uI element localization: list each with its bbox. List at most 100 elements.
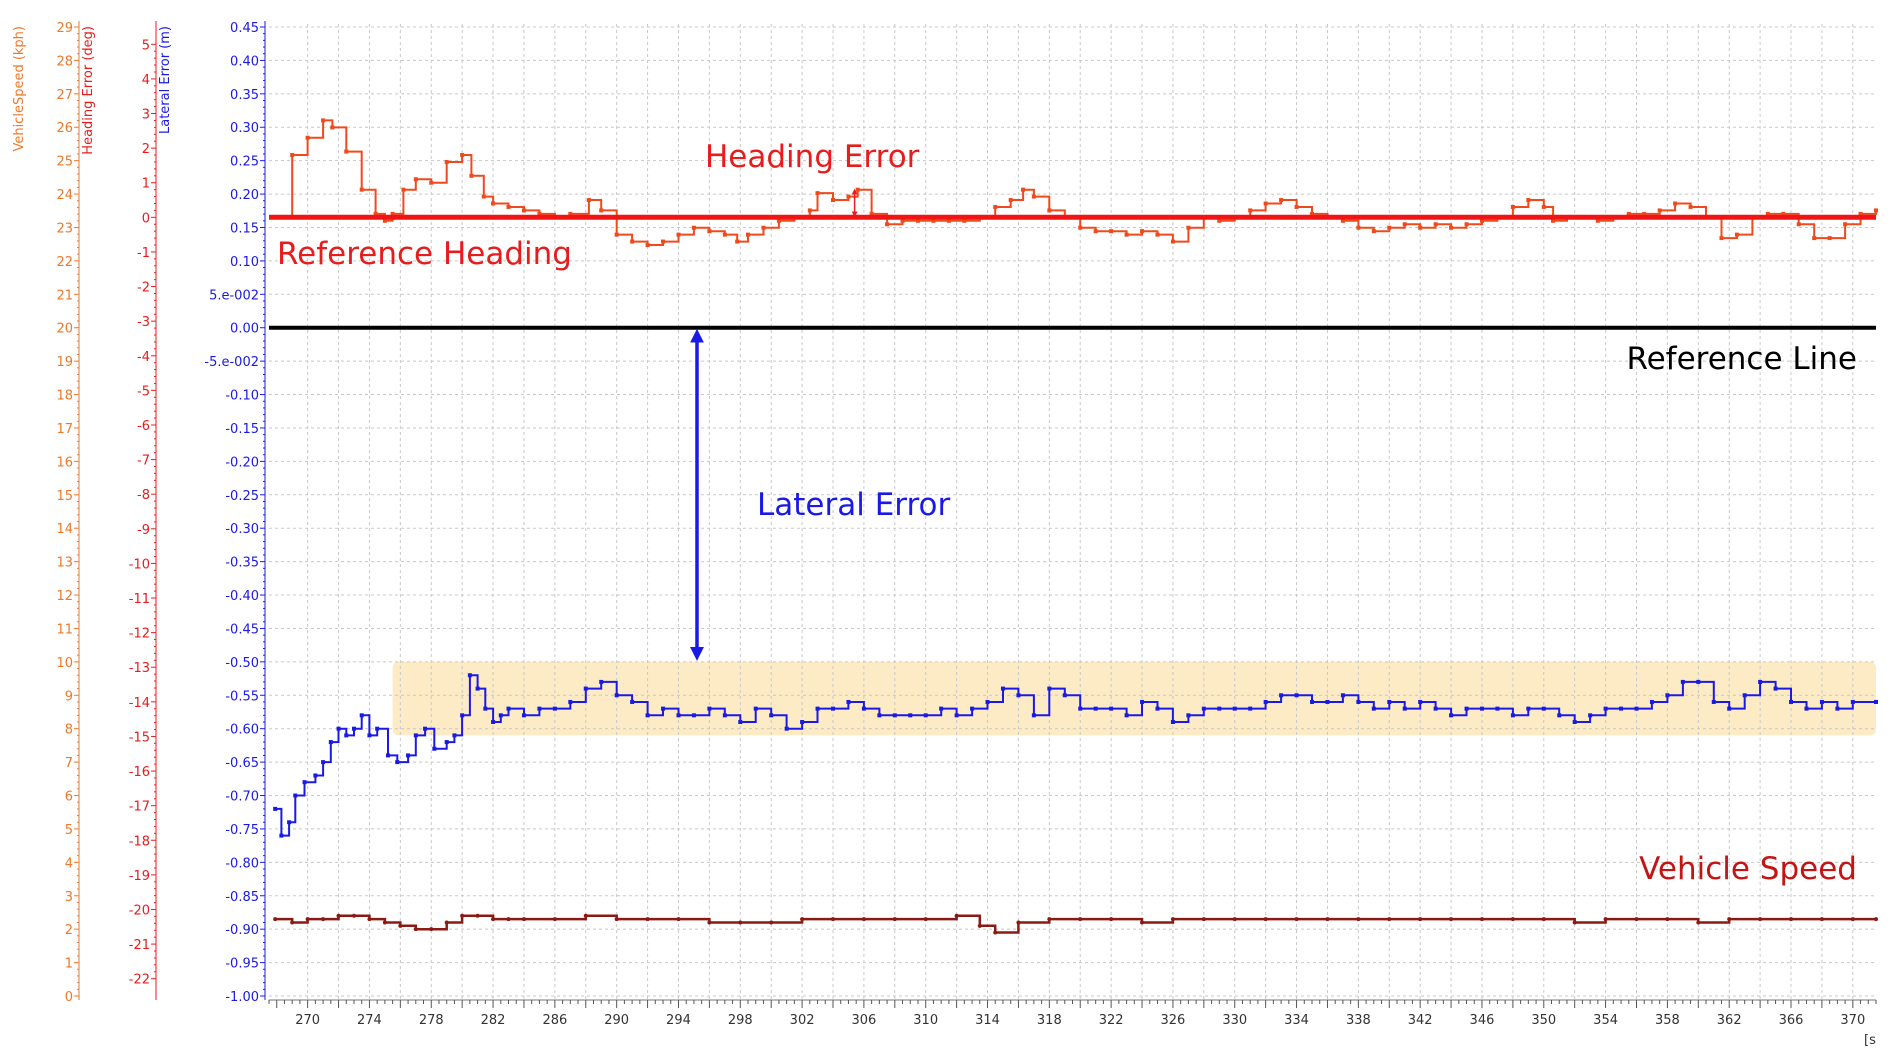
series-point-lateral-error xyxy=(336,726,341,731)
series-point-lateral-error xyxy=(1874,699,1878,704)
lateral-tick-label: 0.40 xyxy=(230,54,259,69)
series-point-lateral-error xyxy=(583,686,588,691)
series-point-lateral-error xyxy=(846,699,851,704)
series-point-lateral-error xyxy=(1000,686,1005,691)
series-point-vehicle-speed xyxy=(1140,920,1145,925)
x-tick-label: 282 xyxy=(481,1013,506,1028)
series-point-lateral-error xyxy=(645,713,650,718)
series-point-lateral-error xyxy=(406,753,411,758)
series-point-vehicle-speed xyxy=(1449,917,1454,922)
series-point-heading-error xyxy=(321,118,326,123)
series-point-vehicle-speed xyxy=(1047,917,1052,922)
series-point-heading-error xyxy=(413,177,418,182)
x-tick-label: 338 xyxy=(1346,1013,1371,1028)
x-tick-label: 290 xyxy=(604,1013,629,1028)
series-point-heading-error xyxy=(1008,198,1013,203)
x-tick-label: 270 xyxy=(295,1013,320,1028)
heading-tick-label: -8 xyxy=(137,488,150,503)
series-point-vehicle-speed xyxy=(1170,917,1175,922)
series-point-vehicle-speed xyxy=(645,917,650,922)
series-point-vehicle-speed xyxy=(321,917,326,922)
arrow-layer xyxy=(690,188,858,661)
series-point-heading-error xyxy=(630,239,635,244)
heading-tick-label: -10 xyxy=(129,557,150,572)
series-point-lateral-error xyxy=(877,713,882,718)
speed-tick-label: 26 xyxy=(56,121,73,136)
series-point-heading-error xyxy=(855,187,860,192)
series-point-heading-error xyxy=(614,232,619,237)
x-tick-label: 326 xyxy=(1161,1013,1186,1028)
series-point-lateral-error xyxy=(351,726,356,731)
series-point-heading-error xyxy=(568,211,573,216)
x-tick-label: 274 xyxy=(357,1013,382,1028)
series-point-heading-error xyxy=(1418,225,1423,230)
series-point-lateral-error xyxy=(830,706,835,711)
lateral-tick-label: -0.95 xyxy=(225,957,259,972)
series-point-lateral-error xyxy=(599,679,604,684)
x-tick-label: 306 xyxy=(851,1013,876,1028)
series-point-vehicle-speed xyxy=(1016,920,1021,925)
x-tick-label: 322 xyxy=(1099,1013,1124,1028)
speed-tick-label: 2 xyxy=(65,923,73,938)
series-point-heading-error xyxy=(915,218,920,223)
speed-tick-label: 4 xyxy=(65,856,73,871)
series-point-vehicle-speed xyxy=(413,927,418,932)
series-point-vehicle-speed xyxy=(336,913,341,918)
series-point-lateral-error xyxy=(691,713,696,718)
series-point-lateral-error xyxy=(293,793,298,798)
series-point-heading-error xyxy=(735,239,740,244)
series-point-vehicle-speed xyxy=(707,920,712,925)
heading-tick-label: -16 xyxy=(129,765,150,780)
series-point-heading-error xyxy=(869,211,874,216)
series-point-lateral-error xyxy=(1078,706,1083,711)
speed-tick-label: 21 xyxy=(56,288,73,303)
series-point-heading-error xyxy=(1858,211,1863,216)
series-point-lateral-error xyxy=(1696,679,1701,684)
series-point-vehicle-speed xyxy=(491,917,496,922)
series-point-lateral-error xyxy=(630,699,635,704)
x-tick-label: 350 xyxy=(1531,1013,1556,1028)
series-point-heading-error xyxy=(1340,218,1345,223)
series-point-heading-error xyxy=(481,194,486,199)
series-point-heading-error xyxy=(1402,222,1407,227)
series-point-lateral-error xyxy=(1495,706,1500,711)
series-point-heading-error xyxy=(1464,222,1469,227)
series-point-vehicle-speed xyxy=(1109,917,1114,922)
series-point-lateral-error xyxy=(784,726,789,731)
lateral-tick-label: -0.55 xyxy=(225,689,259,704)
series-point-heading-error xyxy=(1186,225,1191,230)
heading-tick-label: -15 xyxy=(129,730,150,745)
series-point-lateral-error xyxy=(1789,699,1794,704)
series-point-heading-error xyxy=(1673,201,1678,206)
heading-tick-label: -14 xyxy=(129,696,150,711)
series-point-lateral-error xyxy=(861,706,866,711)
series-point-heading-error xyxy=(645,243,650,248)
series-point-heading-error xyxy=(1248,208,1253,213)
series-point-lateral-error xyxy=(359,713,364,718)
heading-tick-label: -18 xyxy=(129,834,150,849)
series-point-lateral-error xyxy=(1047,686,1052,691)
series-point-lateral-error xyxy=(1742,693,1747,698)
series-point-lateral-error xyxy=(1479,706,1484,711)
series-point-heading-error xyxy=(885,222,890,227)
series-point-lateral-error xyxy=(423,726,428,731)
speed-tick-label: 20 xyxy=(56,322,73,337)
series-point-lateral-error xyxy=(661,706,666,711)
lateral-tick-label: 0.20 xyxy=(230,188,259,203)
series-point-lateral-error xyxy=(467,673,472,678)
lateral-tick-label: 0.15 xyxy=(230,221,259,236)
series-line-heading-error xyxy=(275,119,1877,246)
x-tick-label: 278 xyxy=(419,1013,444,1028)
series-point-heading-error xyxy=(1155,232,1160,237)
x-tick-label: 298 xyxy=(728,1013,753,1028)
lateral-tick-label: 0.00 xyxy=(230,322,259,337)
series-point-vehicle-speed xyxy=(1078,917,1083,922)
series-point-lateral-error xyxy=(1557,713,1562,718)
series-point-lateral-error xyxy=(1124,713,1129,718)
series-point-vehicle-speed xyxy=(1510,917,1515,922)
x-tick-label: 342 xyxy=(1408,1013,1433,1028)
series-point-vehicle-speed xyxy=(1634,917,1639,922)
series-point-heading-error xyxy=(1781,211,1786,216)
series-point-lateral-error xyxy=(1727,706,1732,711)
